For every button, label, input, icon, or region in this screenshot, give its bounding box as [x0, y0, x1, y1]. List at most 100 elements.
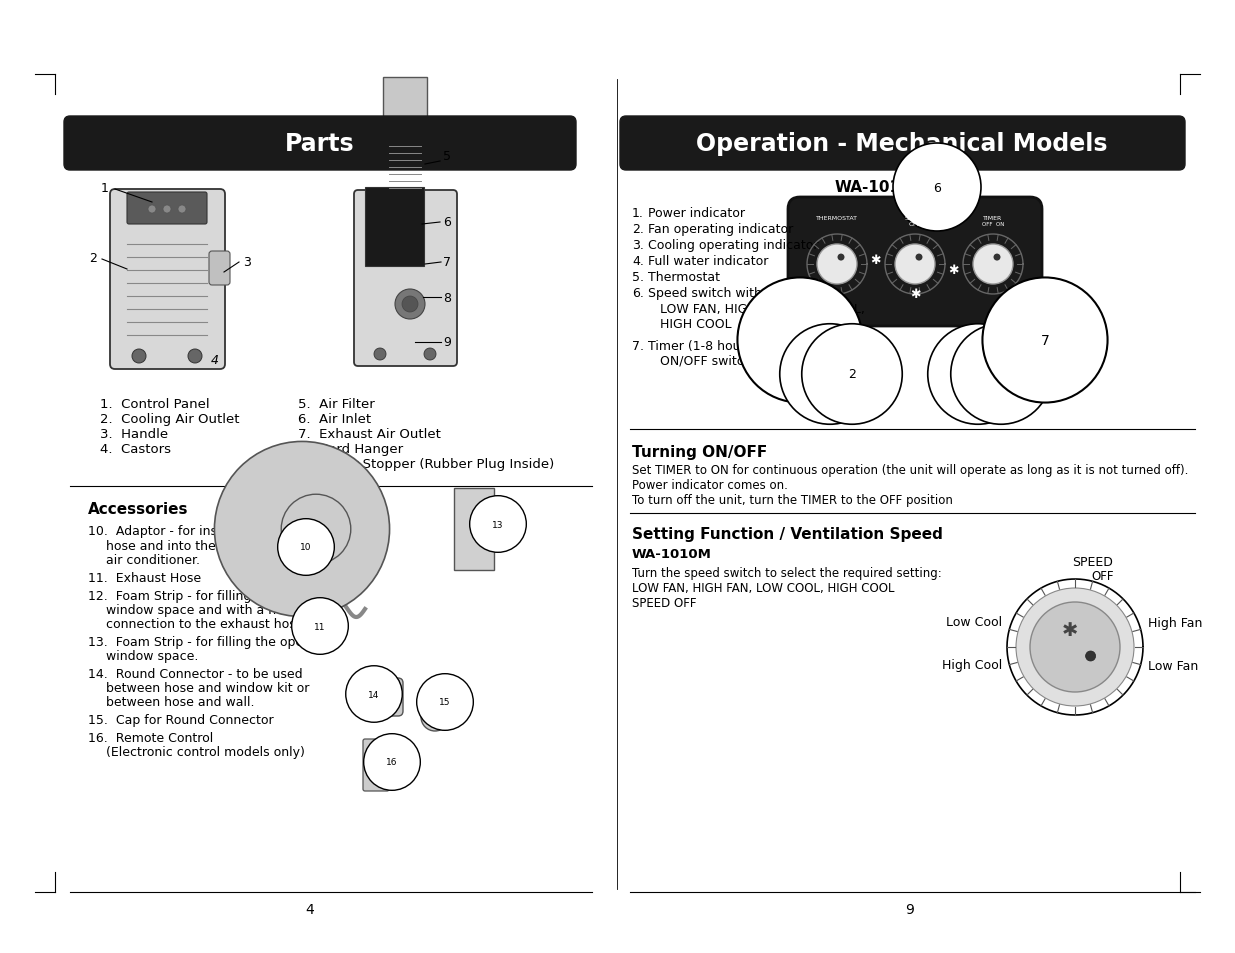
Text: 7.: 7.	[632, 339, 643, 353]
Text: TIMER: TIMER	[983, 215, 1003, 220]
Text: ✱: ✱	[910, 288, 920, 301]
Text: 3: 3	[974, 368, 982, 381]
Text: Operation - Mechanical Models: Operation - Mechanical Models	[697, 132, 1108, 156]
Text: To turn off the unit, turn the TIMER to the OFF position: To turn off the unit, turn the TIMER to …	[632, 494, 953, 506]
Circle shape	[1016, 588, 1134, 706]
Text: High Fan: High Fan	[1149, 616, 1203, 629]
Text: Low Fan: Low Fan	[1149, 659, 1198, 672]
Circle shape	[992, 327, 1003, 338]
Text: ✱: ✱	[869, 253, 881, 266]
Text: hose and into the back of the: hose and into the back of the	[106, 539, 290, 553]
Text: 9: 9	[905, 902, 914, 916]
Circle shape	[842, 327, 853, 338]
Text: 6: 6	[934, 181, 941, 194]
Text: 9.  Water Stopper (Rubber Plug Inside): 9. Water Stopper (Rubber Plug Inside)	[298, 457, 555, 471]
Circle shape	[421, 703, 450, 731]
Text: 11.  Exhaust Hose: 11. Exhaust Hose	[88, 572, 201, 584]
Text: SPEED OFF: SPEED OFF	[632, 597, 697, 609]
Text: 9: 9	[443, 336, 451, 349]
Text: Set TIMER to ON for continuous operation (the unit will operate as long as it is: Set TIMER to ON for continuous operation…	[632, 463, 1188, 476]
Text: 1: 1	[101, 182, 109, 195]
Text: Turn the speed switch to select the required setting:: Turn the speed switch to select the requ…	[632, 566, 942, 579]
Text: between hose and wall.: between hose and wall.	[106, 696, 254, 708]
Text: ✱: ✱	[947, 263, 958, 276]
Text: 4.  Castors: 4. Castors	[100, 442, 170, 456]
Text: ✱: ✱	[1062, 619, 1078, 639]
Text: 3.  Handle: 3. Handle	[100, 428, 168, 440]
Text: ✱: ✱	[845, 330, 851, 335]
Text: Speed switch with options for:: Speed switch with options for:	[648, 287, 837, 299]
Text: Power indicator: Power indicator	[648, 207, 745, 220]
FancyBboxPatch shape	[383, 78, 427, 142]
Text: (Electronic control models only): (Electronic control models only)	[106, 745, 305, 759]
Text: ✱: ✱	[994, 330, 1000, 335]
Text: 8: 8	[443, 292, 451, 304]
Circle shape	[403, 296, 417, 313]
Text: Accessories: Accessories	[88, 501, 189, 517]
Circle shape	[915, 254, 923, 261]
Text: 15: 15	[440, 698, 451, 707]
Text: 1: 1	[826, 368, 834, 381]
Text: ®: ®	[289, 517, 315, 541]
Text: Low Cool: Low Cool	[946, 616, 1002, 629]
FancyBboxPatch shape	[110, 190, 225, 370]
Text: 4: 4	[211, 354, 219, 366]
Text: air conditioner.: air conditioner.	[106, 554, 200, 566]
Text: 12.  Foam Strip - for filling the open: 12. Foam Strip - for filling the open	[88, 589, 311, 602]
Text: 5.  Air Filter: 5. Air Filter	[298, 397, 374, 411]
Text: OFF: OFF	[1092, 569, 1114, 582]
Circle shape	[895, 245, 935, 285]
Text: 7: 7	[1041, 334, 1050, 348]
Text: Fan operating indicator: Fan operating indicator	[648, 223, 793, 235]
Text: Timer (1-8 hours) as well as: Timer (1-8 hours) as well as	[648, 339, 823, 353]
FancyBboxPatch shape	[788, 198, 1042, 327]
Text: Parts: Parts	[285, 132, 354, 156]
Circle shape	[178, 206, 186, 213]
Circle shape	[424, 349, 436, 360]
Text: 13: 13	[493, 520, 504, 529]
Circle shape	[163, 206, 170, 213]
Text: 3.: 3.	[632, 239, 643, 252]
Text: connection to the exhaust hose.: connection to the exhaust hose.	[106, 618, 308, 630]
Text: Full water indicator: Full water indicator	[648, 254, 768, 268]
Circle shape	[132, 350, 146, 364]
Circle shape	[976, 327, 987, 338]
Text: 2.: 2.	[632, 223, 643, 235]
Text: WA-1010M: WA-1010M	[834, 179, 926, 194]
Text: LOW FAN, HIGH FAN, LOW COOL,: LOW FAN, HIGH FAN, LOW COOL,	[659, 303, 864, 315]
Text: 16.  Remote Control: 16. Remote Control	[88, 731, 214, 744]
Text: window space and with a hole for: window space and with a hole for	[106, 603, 316, 617]
FancyBboxPatch shape	[354, 191, 457, 367]
Text: ON/OFF switch: ON/OFF switch	[659, 355, 752, 368]
FancyBboxPatch shape	[366, 679, 403, 717]
Text: SPEED: SPEED	[905, 215, 925, 220]
Text: Setting Function / Ventilation Speed: Setting Function / Ventilation Speed	[632, 526, 942, 541]
Text: 6: 6	[443, 216, 451, 230]
Circle shape	[1086, 651, 1095, 661]
Text: 11: 11	[314, 622, 326, 631]
Text: OFF: OFF	[909, 221, 921, 226]
Text: 14: 14	[368, 690, 379, 699]
Circle shape	[829, 327, 840, 338]
FancyBboxPatch shape	[366, 188, 424, 267]
Text: 7.  Exhaust Air Outlet: 7. Exhaust Air Outlet	[298, 428, 441, 440]
Text: SPEED: SPEED	[1072, 555, 1114, 568]
FancyBboxPatch shape	[620, 117, 1186, 171]
Text: Turning ON/OFF: Turning ON/OFF	[632, 444, 767, 459]
Circle shape	[374, 349, 387, 360]
Circle shape	[837, 254, 845, 261]
Text: 5.: 5.	[632, 271, 643, 284]
Circle shape	[188, 350, 203, 364]
Text: 5: 5	[443, 151, 451, 163]
Text: 15.  Cap for Round Connector: 15. Cap for Round Connector	[88, 713, 274, 726]
FancyBboxPatch shape	[127, 193, 207, 225]
Text: 5: 5	[795, 334, 804, 348]
Text: 7: 7	[443, 256, 451, 269]
Text: 13.  Foam Strip - for filling the open: 13. Foam Strip - for filling the open	[88, 636, 311, 648]
Text: 1.: 1.	[632, 207, 643, 220]
Text: HIGH COOL: HIGH COOL	[659, 317, 731, 331]
Text: window space.: window space.	[106, 649, 199, 662]
Text: 3: 3	[243, 255, 251, 268]
Text: 2.  Cooling Air Outlet: 2. Cooling Air Outlet	[100, 413, 240, 426]
Text: Thermostat: Thermostat	[648, 271, 720, 284]
